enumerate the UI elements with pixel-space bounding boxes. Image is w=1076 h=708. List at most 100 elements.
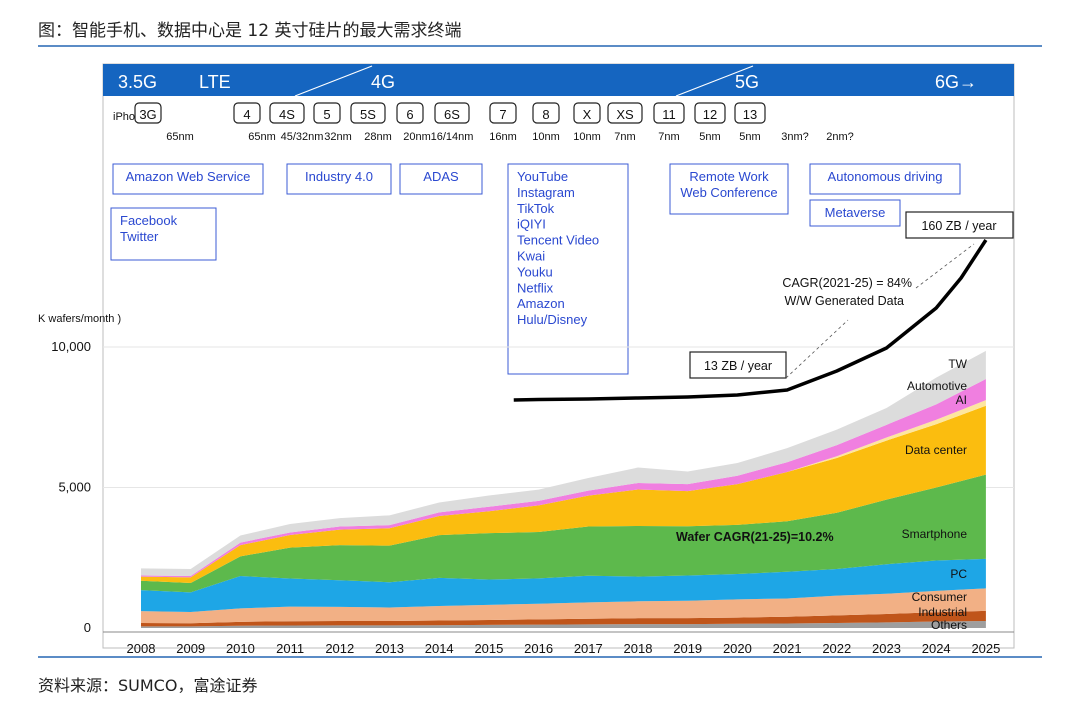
iphone-model-box [489,102,517,124]
network-label-6g: 6G→ [935,72,977,92]
iphone-model-label: 5S [360,107,376,122]
process-node-label: 10nm [573,131,601,143]
bottom-rule [38,656,1042,658]
app-video-text: Amazon [517,296,565,311]
iphone-model-box [653,102,685,124]
network-generation-bar: 3.5G LTE 4G 5G 6G→ [103,64,1014,97]
process-node-label: 28nm [364,131,392,143]
x-tick-label: 2012 [325,641,354,656]
y-tick-label: 5,000 [58,480,91,495]
iphone-model-label: 7 [499,107,506,122]
app-aws-text: Amazon Web Service [126,169,251,184]
iphone-model-label: 6S [444,107,460,122]
iphone-model-box [734,102,766,124]
series-label-smartphone: Smartphone [902,527,968,541]
wafer-cagr-annotation: Wafer CAGR(21-25)=10.2% [676,530,834,544]
iphone-model-label: 3G [139,107,156,122]
series-label-pc: PC [950,567,967,581]
app-autonomous-text: Autonomous driving [828,169,943,184]
stacked-areas [141,350,986,628]
process-node-label: 16/14nm [431,131,474,143]
app-video-text: Tencent Video [517,233,599,248]
iphone-model-box [134,102,162,124]
app-adas-text: ADAS [423,169,459,184]
box-13zb-text: 13 ZB / year [704,359,772,373]
area-automotive [141,379,986,578]
process-node-label: 20nm [403,131,431,143]
iphone-model-label: 8 [542,107,549,122]
process-node-label: 65nm [166,131,194,143]
app-industry-text: Industry 4.0 [305,169,373,184]
iphone-model-box [233,102,261,124]
process-node-label: 10nm [532,131,560,143]
app-adas-box [399,163,483,195]
x-tick-label: 2020 [723,641,752,656]
source-note: 资料来源：SUMCO，富途证券 [38,676,258,695]
iphone-model-box [434,102,470,124]
y-tick-label: 0 [84,620,91,635]
process-node-label: 7nm [658,131,679,143]
app-industry-box [286,163,392,195]
x-tick-label: 2015 [474,641,503,656]
series-label-ai: AI [956,393,967,407]
network-bar-background [103,64,1014,96]
app-remote-box [669,163,789,215]
network-label-4g: 4G [371,72,395,92]
series-label-tw: TW [948,357,967,371]
area-smartphone [141,474,986,593]
app-autonomous-box [809,163,961,195]
x-tick-label: 2021 [773,641,802,656]
box-160zb [905,211,1014,239]
network-label-5g: 5G [735,72,759,92]
iphone-model-box [396,102,424,124]
iphone-model-box [350,102,386,124]
app-video-text: Netflix [517,280,554,295]
process-node-label: 5nm [739,131,760,143]
app-social-text: Twitter [120,229,159,244]
x-tick-label: 2024 [922,641,951,656]
x-tick-label: 2016 [524,641,553,656]
iphone-model-label: 13 [743,107,757,122]
app-remote-text: Remote Work [689,169,769,184]
app-metaverse-box [809,199,901,227]
series-label-automotive: Automotive [907,379,967,393]
top-rule [38,45,1042,47]
iphone-model-box [313,102,341,124]
x-tick-label: 2009 [176,641,205,656]
x-tick-label: 2018 [624,641,653,656]
process-node-label: 16nm [489,131,517,143]
generation-divider-4g [294,65,373,97]
area-industrial [141,610,986,627]
application-boxes: Amazon Web Service Industry 4.0 ADAS Facebo… [110,163,961,375]
app-social-box [110,207,217,261]
iphone-model-label: 4 [243,107,250,122]
process-node-label: 2nm? [826,131,854,143]
area-tw [141,350,986,577]
app-remote-text: Web Conference [680,185,777,200]
iphone-model-label: 12 [703,107,717,122]
area-others [141,620,986,628]
process-node-label: 65nm [248,131,276,143]
iphone-model-label: X [583,107,592,122]
iphone-model-box [532,102,560,124]
x-tick-label: 2023 [872,641,901,656]
area-data-center [141,405,986,584]
network-label-lte: LTE [199,72,231,92]
app-video-text: Instagram [517,185,575,200]
iphone-model-label: 11 [662,107,676,122]
iphone-model-box [269,102,305,124]
y-tick-label: 10,000 [51,339,91,354]
series-label-data-center: Data center [905,443,967,457]
generated-data-label: W/W Generated Data [785,294,905,308]
generated-data-line [513,239,988,402]
app-aws-box [112,163,264,195]
iphone-model-box [573,102,601,124]
iphone-model-box [694,102,726,124]
data-cagr-annotation: CAGR(2021-25) = 84% [782,276,912,290]
box-13zb [689,351,787,379]
x-tick-label: 2014 [425,641,454,656]
iphone-model-label: XS [616,107,634,122]
